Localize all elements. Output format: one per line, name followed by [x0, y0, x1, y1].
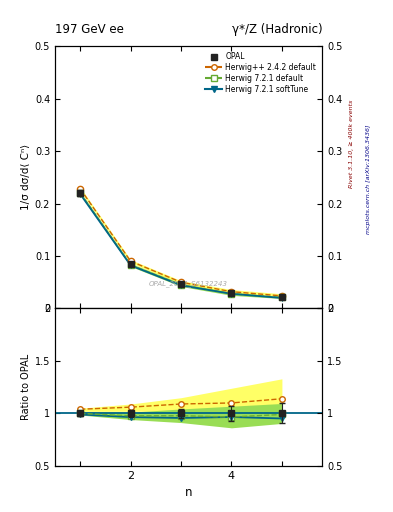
Text: γ*/Z (Hadronic): γ*/Z (Hadronic) — [231, 23, 322, 36]
Text: Rivet 3.1.10, ≥ 400k events: Rivet 3.1.10, ≥ 400k events — [349, 99, 354, 187]
Legend: OPAL, Herwig++ 2.4.2 default, Herwig 7.2.1 default, Herwig 7.2.1 softTune: OPAL, Herwig++ 2.4.2 default, Herwig 7.2… — [203, 50, 318, 96]
Y-axis label: 1/σ dσ/d⟨ Cⁿ⟩: 1/σ dσ/d⟨ Cⁿ⟩ — [20, 144, 31, 210]
Text: 197 GeV ee: 197 GeV ee — [55, 23, 124, 36]
X-axis label: n: n — [185, 486, 193, 499]
Y-axis label: Ratio to OPAL: Ratio to OPAL — [20, 354, 31, 420]
Text: mcplots.cern.ch [arXiv:1306.3436]: mcplots.cern.ch [arXiv:1306.3436] — [366, 124, 371, 234]
Text: OPAL_2004_S6132243: OPAL_2004_S6132243 — [149, 281, 228, 287]
